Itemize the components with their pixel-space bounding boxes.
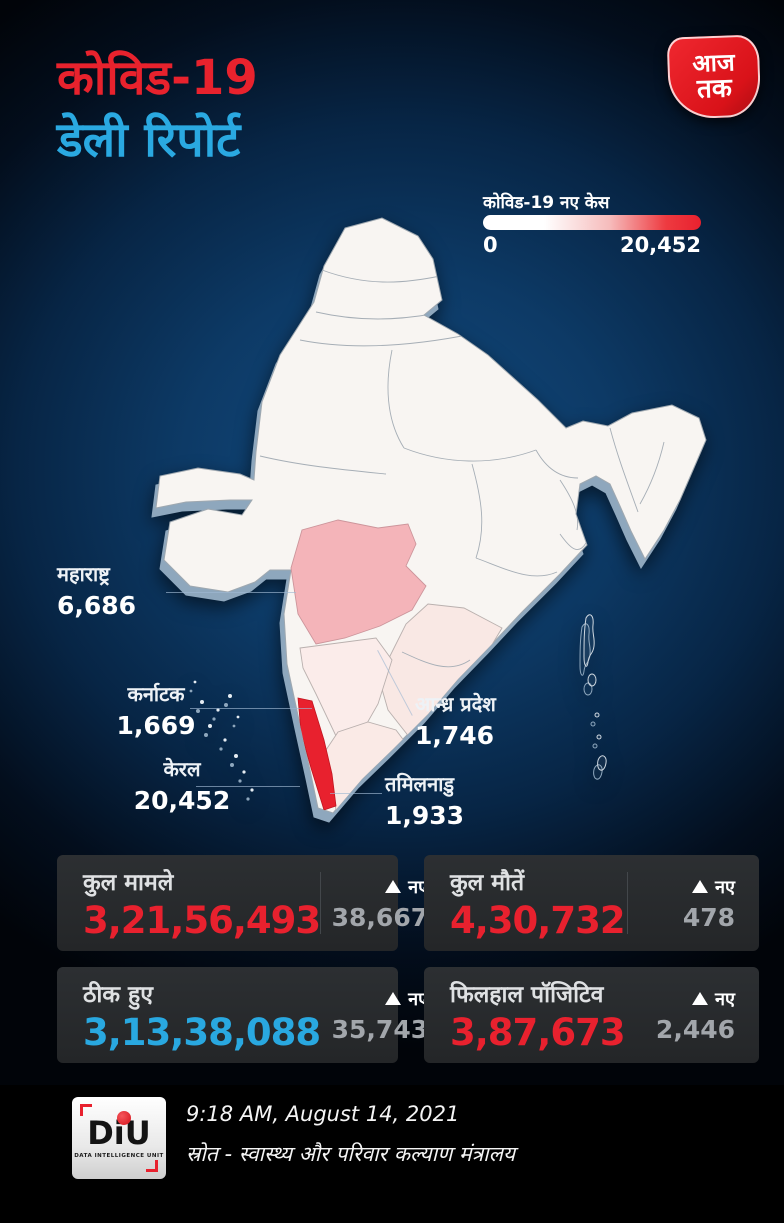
stat-label: ठीक हुए bbox=[83, 981, 153, 1008]
map-label-maharashtra: महाराष्ट्र 6,686 bbox=[57, 560, 136, 620]
state-value: 20,452 bbox=[133, 786, 231, 815]
state-name: आन्ध्र प्रदेश bbox=[415, 692, 496, 716]
stat-label: कुल मामले bbox=[83, 869, 174, 896]
india-map-svg bbox=[155, 217, 707, 814]
state-value: 1,669 bbox=[116, 711, 196, 740]
diu-logo-word: DiU bbox=[87, 1111, 151, 1149]
up-triangle-icon bbox=[385, 992, 402, 1005]
summary-stats-grid: कुल मामले 3,21,56,493 नए 38,667 कुल मौते… bbox=[57, 855, 759, 1063]
new-value: 478 bbox=[682, 902, 735, 932]
leader-line-kerala bbox=[196, 786, 300, 787]
stat-card-total-deaths: कुल मौतें 4,30,732 नए 478 bbox=[424, 855, 759, 951]
state-name: कर्नाटक bbox=[127, 682, 185, 706]
report-timestamp: 9:18 AM, August 14, 2021 bbox=[186, 1102, 460, 1126]
up-triangle-icon bbox=[692, 992, 709, 1005]
map-label-tamil-nadu: तमिलनाडु 1,933 bbox=[385, 770, 464, 830]
globe-dot-icon bbox=[117, 1111, 132, 1125]
new-label: नए bbox=[715, 988, 735, 1010]
state-maharashtra bbox=[290, 519, 427, 645]
new-label: नए bbox=[408, 988, 429, 1010]
stat-label: फिलहाल पॉजिटिव bbox=[450, 981, 604, 1008]
stat-value: 4,30,732 bbox=[450, 898, 626, 942]
state-value: 1,746 bbox=[415, 721, 495, 750]
state-name: केरल bbox=[163, 757, 201, 781]
legend-max-label: 20,452 bbox=[619, 233, 701, 257]
leader-line-karnataka bbox=[190, 708, 312, 709]
page-title-line2: डेली रिपोर्ट bbox=[57, 112, 241, 168]
leader-line-tamilnadu bbox=[330, 793, 382, 794]
stat-value: 3,13,38,088 bbox=[83, 1010, 321, 1054]
data-source-credit: स्रोत - स्वास्थ्य और परिवार कल्याण मंत्र… bbox=[186, 1142, 516, 1166]
state-value: 6,686 bbox=[57, 591, 137, 620]
logo-text-bottom: तक bbox=[696, 73, 733, 105]
india-choropleth-map bbox=[140, 212, 710, 822]
new-label: नए bbox=[408, 876, 429, 898]
up-triangle-icon bbox=[385, 880, 402, 893]
state-value: 1,933 bbox=[385, 801, 465, 830]
stat-card-active-positive: फिलहाल पॉजिटिव 3,87,673 नए 2,446 bbox=[424, 967, 759, 1063]
new-value: 2,446 bbox=[655, 1014, 735, 1044]
legend-title: कोविड-19 नए केस bbox=[483, 193, 610, 213]
map-label-kerala: केरल 20,452 bbox=[120, 755, 244, 815]
diu-logo-subtext: DATA INTELLIGENCE UNIT bbox=[74, 1153, 164, 1159]
stat-label: कुल मौतें bbox=[450, 869, 525, 896]
state-name: महाराष्ट्र bbox=[57, 562, 110, 586]
page-title-line1: कोविड-19 bbox=[57, 50, 258, 106]
bracket-icon bbox=[80, 1104, 92, 1116]
legend-min-label: 0 bbox=[483, 233, 498, 257]
legend-gradient-bar bbox=[483, 215, 701, 230]
stat-card-recovered: ठीक हुए 3,13,38,088 नए 35,743 bbox=[57, 967, 428, 1063]
new-value: 35,743 bbox=[331, 1014, 429, 1044]
new-label: नए bbox=[715, 876, 735, 898]
new-value: 38,667 bbox=[331, 902, 429, 932]
up-triangle-icon bbox=[692, 880, 709, 893]
state-borders bbox=[259, 269, 665, 668]
state-kerala bbox=[297, 697, 337, 811]
leader-line-maharashtra bbox=[166, 592, 296, 593]
stat-value: 3,87,673 bbox=[450, 1010, 626, 1054]
bracket-icon bbox=[146, 1160, 158, 1172]
diu-logo: DiU DATA INTELLIGENCE UNIT bbox=[72, 1097, 166, 1179]
andaman-nicobar-islands bbox=[583, 614, 607, 771]
state-name: तमिलनाडु bbox=[385, 772, 455, 796]
stat-value: 3,21,56,493 bbox=[83, 898, 321, 942]
map-label-andhra-pradesh: आन्ध्र प्रदेश 1,746 bbox=[415, 690, 496, 750]
map-label-karnataka: कर्नाटक 1,669 bbox=[96, 680, 216, 740]
stat-card-total-cases: कुल मामले 3,21,56,493 नए 38,667 bbox=[57, 855, 428, 951]
lakshadweep-islands bbox=[193, 680, 254, 792]
